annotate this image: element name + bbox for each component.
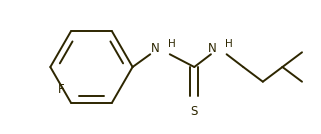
- Text: H: H: [168, 40, 176, 49]
- Text: S: S: [191, 105, 198, 118]
- Text: N: N: [208, 42, 217, 55]
- Text: H: H: [225, 40, 232, 49]
- Text: N: N: [151, 42, 160, 55]
- Text: F: F: [57, 83, 64, 96]
